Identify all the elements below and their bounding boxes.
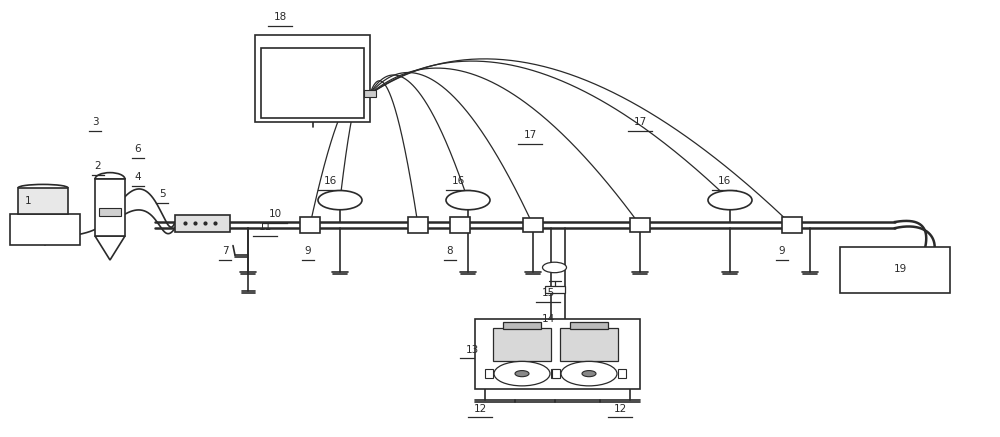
Bar: [523, 218, 543, 232]
Text: 9: 9: [305, 246, 311, 256]
Text: 12: 12: [613, 404, 627, 413]
Circle shape: [515, 371, 529, 377]
Bar: [544, 286, 564, 293]
Text: 12: 12: [473, 404, 487, 413]
Bar: [552, 369, 560, 378]
Text: 19: 19: [893, 264, 907, 274]
Circle shape: [542, 262, 566, 273]
Circle shape: [561, 361, 617, 386]
Bar: [99, 208, 121, 216]
Text: 9: 9: [779, 246, 785, 256]
Bar: [475, 319, 640, 389]
Text: 8: 8: [447, 246, 453, 256]
Circle shape: [318, 191, 362, 210]
Text: 1: 1: [25, 196, 31, 206]
Bar: [570, 322, 608, 329]
Bar: [840, 247, 950, 293]
Text: 18: 18: [273, 13, 287, 22]
Text: 14: 14: [541, 314, 555, 324]
Bar: [493, 328, 551, 361]
Bar: [503, 322, 541, 329]
Bar: [618, 369, 626, 378]
Polygon shape: [95, 236, 125, 260]
Circle shape: [582, 371, 596, 377]
Circle shape: [708, 191, 752, 210]
Text: 6: 6: [135, 145, 141, 154]
Text: 13: 13: [465, 345, 479, 354]
Text: 3: 3: [92, 118, 98, 127]
Bar: [450, 217, 470, 233]
Text: 10: 10: [268, 209, 282, 219]
Circle shape: [494, 361, 550, 386]
Text: 7: 7: [222, 246, 228, 256]
Bar: [175, 215, 230, 232]
Bar: [551, 369, 559, 378]
Text: 16: 16: [717, 177, 731, 186]
Bar: [630, 218, 650, 232]
Bar: [300, 217, 320, 233]
Text: 5: 5: [159, 190, 165, 199]
Text: 11: 11: [258, 222, 272, 232]
Circle shape: [446, 191, 490, 210]
Text: 2: 2: [95, 161, 101, 171]
Text: 17: 17: [523, 131, 537, 140]
Bar: [782, 217, 802, 233]
Bar: [95, 179, 125, 236]
Bar: [10, 214, 80, 245]
Text: 4: 4: [135, 172, 141, 182]
Text: 15: 15: [541, 288, 555, 298]
Text: 16: 16: [323, 177, 337, 186]
Bar: [364, 90, 376, 97]
Bar: [261, 48, 364, 118]
Bar: [485, 369, 493, 378]
Bar: [560, 328, 618, 361]
Bar: [408, 217, 428, 233]
Bar: [18, 188, 68, 214]
Text: 17: 17: [633, 118, 647, 127]
Bar: [255, 35, 370, 122]
Text: 16: 16: [451, 177, 465, 186]
